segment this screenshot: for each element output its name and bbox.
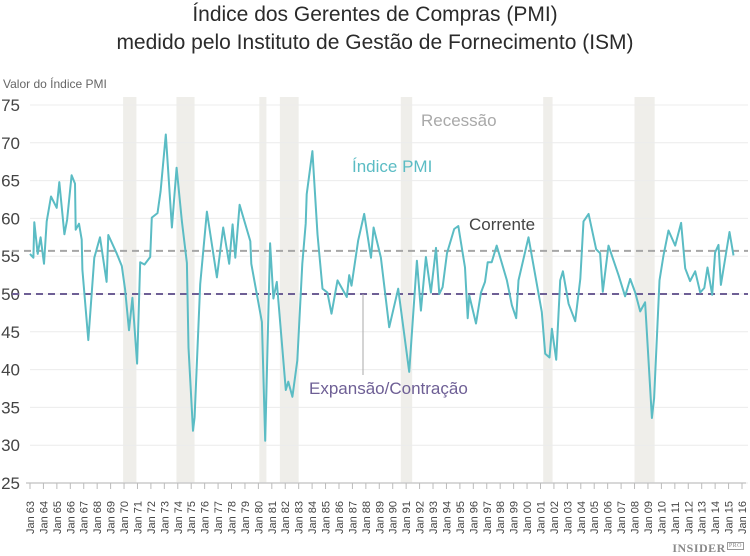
x-tick-label: Jan 79 bbox=[240, 501, 252, 534]
pmi-series-line bbox=[29, 133, 735, 442]
x-tick-label: Jan 89 bbox=[374, 501, 386, 534]
x-tick-label: Jan 13 bbox=[697, 501, 709, 534]
x-tick-label: Jan 92 bbox=[415, 501, 427, 534]
x-tick-label: Jan 69 bbox=[106, 501, 118, 534]
x-tick-label: Jan 02 bbox=[549, 501, 561, 534]
x-tick-label: Jan 15 bbox=[724, 501, 736, 534]
current-line-label: Corrente bbox=[469, 215, 535, 234]
x-tick-label: Jan 95 bbox=[455, 501, 467, 534]
x-tick-label: Jan 81 bbox=[267, 501, 279, 534]
x-tick-label: Jan 93 bbox=[428, 501, 440, 534]
recession-band bbox=[543, 97, 553, 483]
x-tick-label: Jan 67 bbox=[79, 501, 91, 534]
recession-band bbox=[400, 97, 413, 483]
x-tick-label: Jan 01 bbox=[535, 501, 547, 534]
y-tick-label: 35 bbox=[1, 398, 20, 417]
logo-suffix: PRO bbox=[726, 542, 744, 550]
x-tick-label: Jan 91 bbox=[401, 501, 413, 534]
x-tick-label: Jan 87 bbox=[347, 501, 359, 534]
x-tick-label: Jan 08 bbox=[630, 501, 642, 534]
x-tick-label: Jan 66 bbox=[65, 501, 77, 534]
x-tick-label: Jan 14 bbox=[710, 501, 722, 534]
x-tick-label: Jan 70 bbox=[119, 501, 131, 534]
x-tick-label: Jan 77 bbox=[213, 501, 225, 534]
x-tick-label: Jan 75 bbox=[186, 501, 198, 534]
insider-pro-logo: INSIDER PRO bbox=[672, 541, 744, 556]
x-tick-label: Jan 09 bbox=[643, 501, 655, 534]
recession-band bbox=[634, 97, 655, 483]
x-tick-label: Jan 00 bbox=[522, 501, 534, 534]
x-tick-label: Jan 86 bbox=[334, 501, 346, 534]
x-tick-label: Jan 64 bbox=[38, 501, 50, 534]
x-tick-label: Jan 96 bbox=[468, 501, 480, 534]
y-axis-label: Valor do Índice PMI bbox=[3, 77, 107, 91]
x-tick-label: Jan 16 bbox=[737, 501, 749, 534]
expansion-contraction-label: Expansão/Contração bbox=[309, 379, 468, 398]
y-tick-label: 45 bbox=[1, 323, 20, 342]
y-tick-label: 25 bbox=[1, 474, 20, 493]
x-tick-label: Jan 72 bbox=[146, 501, 158, 534]
x-tick-label: Jan 05 bbox=[589, 501, 601, 534]
y-tick-label: 65 bbox=[1, 172, 20, 191]
y-tick-label: 60 bbox=[1, 209, 20, 228]
y-tick-label: 30 bbox=[1, 436, 20, 455]
x-tick-label: Jan 07 bbox=[616, 501, 628, 534]
x-tick-label: Jan 80 bbox=[253, 501, 265, 534]
y-tick-label: 75 bbox=[1, 96, 20, 115]
x-tick-label: Jan 84 bbox=[307, 501, 319, 534]
chart-subtitle: medido pelo Instituto de Gestão de Forne… bbox=[116, 31, 634, 54]
y-tick-label: 55 bbox=[1, 247, 20, 266]
x-tick-label: Jan 65 bbox=[52, 501, 64, 534]
x-tick-label: Jan 68 bbox=[92, 501, 104, 534]
recession-band bbox=[259, 97, 267, 483]
y-tick-label: 50 bbox=[1, 285, 20, 304]
x-tick-label: Jan 11 bbox=[670, 502, 682, 534]
x-tick-label: Jan 99 bbox=[509, 501, 521, 534]
x-tick-label: Jan 74 bbox=[173, 501, 185, 534]
x-tick-label: Jan 85 bbox=[321, 501, 333, 534]
x-tick-label: Jan 98 bbox=[495, 501, 507, 534]
x-tick-label: Jan 76 bbox=[200, 501, 212, 534]
x-tick-label: Jan 03 bbox=[562, 501, 574, 534]
x-tick-label: Jan 06 bbox=[603, 501, 615, 534]
x-tick-label: Jan 04 bbox=[576, 501, 588, 534]
x-tick-label: Jan 71 bbox=[132, 501, 144, 534]
chart-title: Índice dos Gerentes de Compras (PMI) bbox=[192, 3, 558, 26]
y-tick-label: 40 bbox=[1, 361, 20, 380]
series-label: Índice PMI bbox=[352, 157, 432, 176]
x-tick-label: Jan 73 bbox=[159, 501, 171, 534]
recession-label: Recessão bbox=[421, 111, 497, 130]
x-tick-label: Jan 12 bbox=[683, 501, 695, 534]
x-tick-label: Jan 10 bbox=[656, 501, 668, 534]
recession-band bbox=[123, 97, 137, 483]
x-tick-label: Jan 63 bbox=[25, 501, 37, 534]
logo-text: INSIDER bbox=[672, 541, 726, 555]
x-tick-label: Jan 83 bbox=[294, 501, 306, 534]
recession-band bbox=[279, 97, 299, 483]
x-tick-label: Jan 88 bbox=[361, 501, 373, 534]
y-tick-label: 70 bbox=[1, 134, 20, 153]
x-tick-label: Jan 78 bbox=[227, 501, 239, 534]
x-tick-label: Jan 82 bbox=[280, 501, 292, 534]
x-tick-label: Jan 97 bbox=[482, 501, 494, 534]
x-tick-label: Jan 94 bbox=[441, 501, 453, 534]
x-tick-label: Jan 90 bbox=[388, 501, 400, 534]
